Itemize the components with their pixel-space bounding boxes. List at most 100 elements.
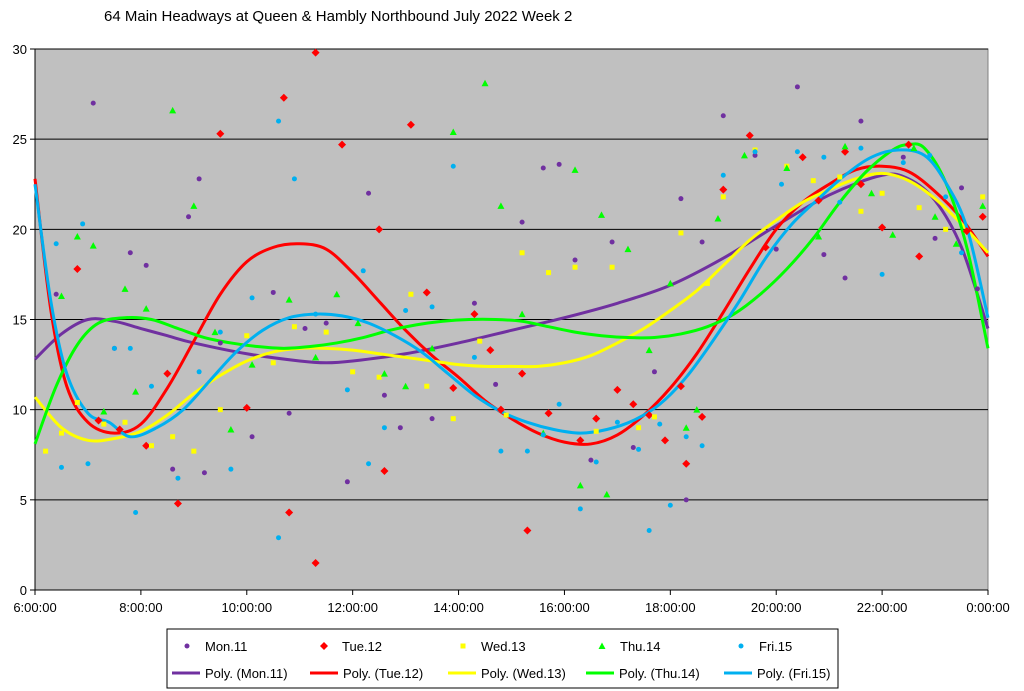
point-thu-14 [889,231,897,238]
y-tick-label: 10 [13,403,27,418]
point-tue-12 [904,140,913,149]
point-mon-11 [699,239,705,245]
legend-marker [320,642,328,650]
point-wed-13 [74,399,80,405]
point-thu-14 [132,388,140,395]
point-mon-11 [773,246,779,252]
point-fri-15 [720,172,726,178]
point-tue-12 [629,400,638,409]
point-wed-13 [609,264,615,270]
point-thu-14 [518,310,526,318]
point-fri-15 [646,527,652,533]
point-thu-14 [740,151,748,159]
trendline-poly-thu-14 [33,142,990,445]
legend-marker [738,643,744,649]
point-fri-15 [657,421,663,427]
legend: Mon.11 Tue.12 Wed.13 Thu.14 Fri.15 Poly. (Mon… [166,628,839,689]
x-tick-label: 18:00:00 [645,600,696,615]
x-tick-label: 14:00:00 [433,600,484,615]
point-fri-15 [577,506,583,512]
x-tick-label: 12:00:00 [327,600,378,615]
point-mon-11 [678,196,684,202]
x-tick-label: 10:00:00 [221,600,272,615]
point-fri-15 [879,271,885,277]
point-thu-14 [402,382,410,390]
point-fri-15 [58,464,64,470]
point-fri-15 [133,509,139,515]
point-thu-14 [571,166,579,173]
point-mon-11 [493,381,499,387]
legend-marker [598,642,606,649]
point-fri-15 [80,221,86,227]
point-wed-13 [424,383,430,389]
point-mon-11 [53,291,59,297]
legend-label: Poly. (Thu.14) [619,666,700,681]
point-mon-11 [201,470,207,476]
point-tue-12 [279,93,288,102]
point-tue-12 [470,310,479,319]
point-fri-15 [291,176,297,182]
point-fri-15 [381,425,387,431]
point-tue-12 [682,459,691,468]
point-fri-15 [900,160,906,166]
point-wed-13 [148,443,154,449]
legend-marker [184,643,190,649]
point-wed-13 [450,416,456,422]
point-fri-15 [217,329,223,335]
point-fri-15 [403,307,409,313]
point-tue-12 [406,120,415,129]
point-fri-15 [366,461,372,467]
point-thu-14 [481,79,489,87]
point-tue-12 [761,243,770,252]
point-thu-14 [227,426,235,433]
point-thu-14 [142,305,150,312]
point-tue-12 [311,48,320,57]
point-tue-12 [962,227,971,236]
point-thu-14 [211,328,219,336]
point-thu-14 [333,290,341,298]
point-wed-13 [170,434,176,440]
point-fri-15 [794,149,800,155]
point-mon-11 [429,416,435,422]
point-wed-13 [291,324,297,330]
point-wed-13 [503,412,509,418]
point-mon-11 [609,239,615,245]
point-mon-11 [588,457,594,463]
point-fri-15 [556,401,562,407]
point-fri-15 [858,145,864,151]
x-tick-label: 20:00:00 [751,600,802,615]
point-fri-15 [53,241,59,247]
point-tue-12 [523,526,532,535]
point-mon-11 [323,320,329,326]
point-thu-14 [312,353,320,361]
point-wed-13 [858,208,864,214]
point-fri-15 [276,535,282,541]
legend-label: Poly. (Wed.13) [481,666,566,681]
point-mon-11 [397,425,403,431]
point-wed-13 [651,414,657,420]
point-fri-15 [498,448,504,454]
point-tue-12 [856,180,865,189]
point-tue-12 [486,346,495,355]
point-wed-13 [350,369,356,375]
point-mon-11 [170,466,176,472]
legend-label: Mon.11 [205,639,247,654]
point-thu-14 [428,344,436,352]
point-thu-14 [449,128,457,135]
point-thu-14 [190,202,198,209]
point-tue-12 [496,405,505,414]
y-tick-label: 5 [20,493,27,508]
legend-label: Poly. (Fri.15) [757,666,830,681]
point-thu-14 [666,279,674,287]
point-fri-15 [429,304,435,310]
point-thu-14 [598,211,606,218]
point-fri-15 [683,434,689,440]
point-mon-11 [249,434,255,440]
point-mon-11 [720,113,726,119]
legend-label: Poly. (Tue.12) [343,666,423,681]
point-thu-14 [100,407,108,415]
point-mon-11 [794,84,800,90]
point-tue-12 [798,153,807,162]
point-thu-14 [624,245,632,253]
point-tue-12 [676,382,685,391]
